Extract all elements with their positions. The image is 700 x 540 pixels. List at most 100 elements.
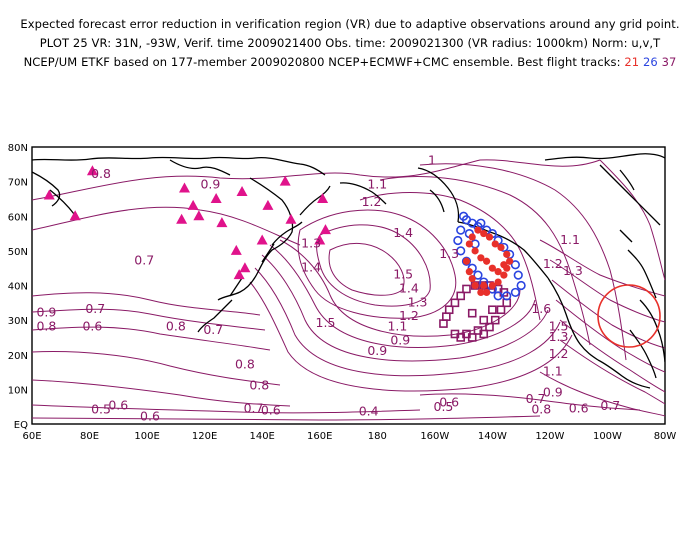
track-26-point	[502, 291, 512, 301]
contour-label: 1.3	[549, 329, 569, 344]
flight-track-21	[462, 226, 514, 297]
track-37-point	[439, 319, 448, 328]
track-21-point	[503, 250, 511, 258]
lat-label: 10N	[8, 385, 28, 396]
track-21-point	[497, 243, 505, 252]
track-21-point	[494, 268, 502, 276]
track-21-point	[471, 281, 479, 290]
contour-label: 1.2	[549, 346, 569, 361]
lon-label: 140E	[249, 431, 274, 442]
triangle-marker	[314, 234, 326, 245]
contour-label: 1.1	[367, 177, 387, 192]
contour-label: 0.7	[244, 401, 264, 416]
contour-label: 1.2	[543, 256, 563, 271]
contour-label: 0.9	[36, 305, 56, 320]
track-21-point	[468, 233, 476, 241]
triangle-marker	[236, 186, 248, 197]
track-26-point	[473, 270, 483, 280]
contour-lines	[32, 159, 665, 421]
track-26-point	[456, 246, 466, 256]
track-26-point	[476, 218, 486, 228]
triangle-marker	[43, 189, 55, 200]
track-37-point	[485, 322, 494, 332]
triangle-marker	[233, 269, 245, 280]
track-37-label: 37	[661, 55, 677, 69]
track-26-point	[493, 291, 503, 301]
lon-label: 120E	[192, 431, 217, 442]
track-21-label: 21	[624, 55, 640, 69]
contour-label: 0.7	[134, 253, 154, 268]
lon-label: 160E	[307, 431, 332, 442]
map-title-line-2: PLOT 25 VR: 31N, -93W, Verif. time 20090…	[39, 36, 661, 50]
map-title-line-3: NCEP/UM ETKF based on 177-member 2009020…	[0, 55, 700, 69]
contour-label: 0.6	[140, 409, 160, 424]
track-21-point	[488, 281, 496, 290]
latitude-labels: 80N 70N 60N 50N 40N 30N 20N 10N EQ	[8, 143, 28, 431]
track-21-point	[488, 264, 496, 272]
track-21-point	[483, 288, 491, 297]
lat-label: EQ	[14, 420, 28, 431]
contour-label: 0.4	[359, 403, 379, 418]
contour-label: 0.8	[235, 357, 255, 372]
contour-label: 1.3	[439, 246, 459, 261]
contour-label: 1.5	[549, 319, 569, 334]
track-21-point	[462, 257, 471, 265]
contour-label: 0.5	[434, 399, 454, 414]
lat-label: 70N	[8, 178, 28, 189]
track-21-point	[480, 281, 488, 290]
track-21-point	[500, 271, 508, 279]
title-line-3-text: NCEP/UM ETKF based on 177-member 2009020…	[23, 55, 621, 69]
triangle-marker	[239, 262, 251, 273]
triangle-marker	[178, 182, 190, 193]
triangle-marker	[230, 244, 242, 255]
contour-label: 1.2	[362, 194, 382, 209]
track-21-point	[468, 274, 476, 283]
contour-label: 1.4	[399, 280, 419, 295]
track-21-point	[471, 247, 479, 255]
contour-label: 1.3	[563, 263, 583, 278]
contour-label: 0.6	[439, 395, 459, 410]
triangle-marker	[262, 199, 274, 210]
lat-label: 30N	[8, 316, 28, 327]
contour-label: 0.9	[200, 177, 220, 192]
contour-label: 0.7	[85, 301, 105, 316]
track-26-point	[461, 256, 472, 266]
track-26-point	[461, 215, 472, 225]
track-37-point	[479, 315, 489, 325]
track-26-label: 26	[642, 55, 658, 69]
lon-label: 180	[368, 431, 387, 442]
lon-label: 80E	[80, 431, 99, 442]
track-26-point	[510, 260, 520, 270]
triangle-marker	[86, 165, 98, 176]
track-21-point	[474, 226, 482, 234]
track-21-point	[494, 278, 502, 286]
triangle-marker	[279, 175, 291, 186]
contour-label: 0.9	[543, 384, 563, 399]
triangle-markers	[43, 165, 331, 280]
track-37-point	[488, 305, 497, 315]
map-frame	[31, 146, 666, 425]
triangle-marker	[210, 192, 222, 203]
contour-label: 0.7	[526, 391, 546, 406]
contour-label: 1.5	[316, 315, 336, 330]
contour-label: 0.8	[166, 319, 186, 334]
lon-label: 100E	[134, 431, 159, 442]
contour-label: 0.7	[600, 398, 620, 413]
longitude-labels: 60E 80E 100E 120E 140E 160E 180 160W 140W 120W 100…	[22, 431, 676, 442]
coastlines	[32, 153, 665, 389]
track-37-point	[479, 329, 489, 339]
contour-label: 0.8	[36, 319, 56, 334]
track-37-point	[467, 333, 477, 342]
contour-label: 0.6	[261, 402, 281, 417]
contour-label: 1.4	[393, 225, 413, 240]
lat-label: 20N	[8, 351, 28, 362]
contour-label: 0.6	[82, 319, 102, 334]
contour-label: 1.6	[531, 301, 551, 316]
contour-label: 1.5	[393, 267, 413, 282]
contour-label: 1.2	[399, 308, 419, 323]
contour-label: 1	[428, 152, 436, 167]
contour-label: 1.3	[301, 235, 321, 250]
lat-label: 80N	[8, 143, 28, 154]
track-26-point	[513, 270, 523, 280]
